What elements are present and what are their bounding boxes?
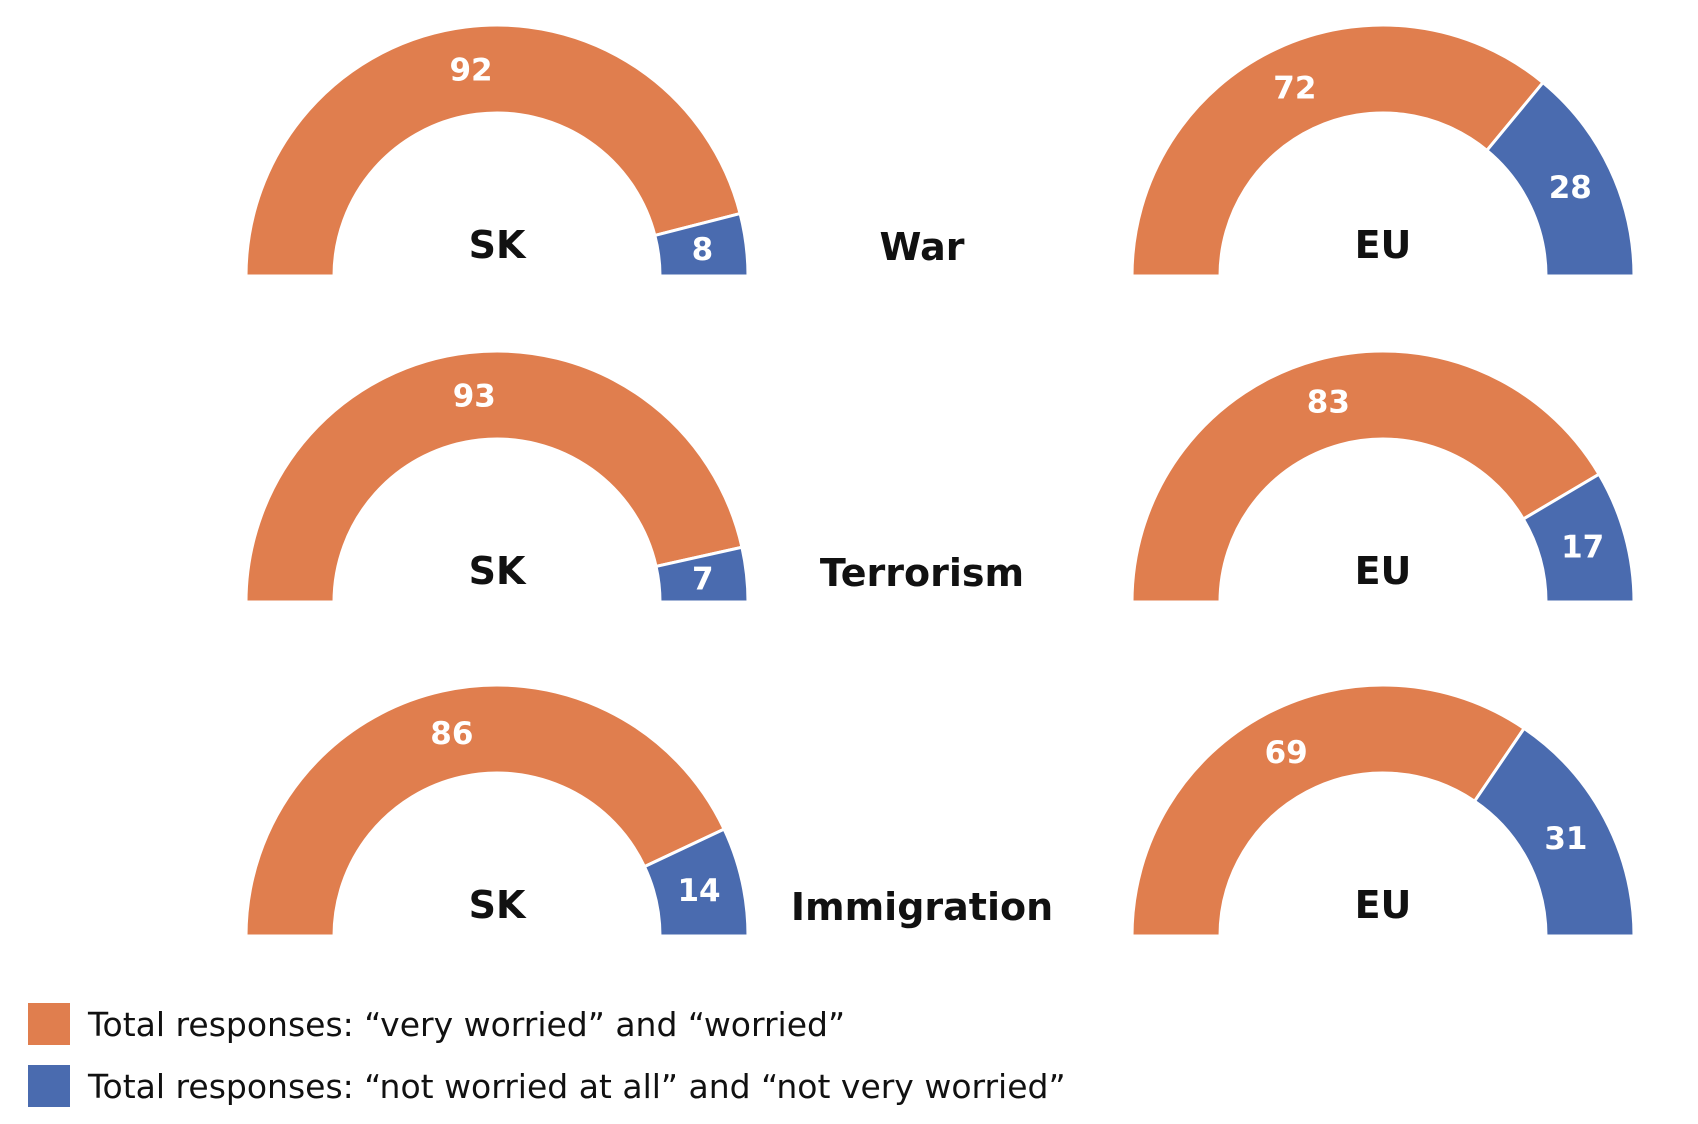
topic-label-immigration: Immigration — [791, 885, 1053, 929]
legend: Total responses: “very worried” and “wor… — [28, 1000, 1066, 1124]
slice-immigration-sk-not-worried — [642, 827, 750, 938]
slice-war-sk-worried — [244, 23, 742, 278]
slice-immigration-eu-not-worried — [1472, 726, 1636, 938]
slice-war-eu-not-worried — [1484, 80, 1636, 278]
donut-terrorism-eu: 83 17 EU — [1130, 349, 1636, 604]
region-label-terrorism-eu: EU — [1355, 549, 1412, 593]
region-label-immigration-eu: EU — [1355, 883, 1412, 927]
data-label-war-sk-not-worried: 8 — [692, 232, 714, 268]
data-label-terrorism-sk-not-worried: 7 — [692, 561, 714, 597]
slice-war-eu-worried — [1130, 23, 1546, 278]
data-label-terrorism-sk-worried: 93 — [453, 378, 496, 414]
data-label-immigration-eu-worried: 69 — [1265, 735, 1308, 771]
data-label-terrorism-eu-worried: 83 — [1307, 384, 1350, 420]
legend-swatch-worried — [28, 1003, 70, 1045]
data-label-immigration-eu-not-worried: 31 — [1544, 821, 1587, 857]
data-label-war-sk-worried: 92 — [449, 53, 492, 89]
data-label-immigration-sk-worried: 86 — [430, 716, 473, 752]
region-label-war-eu: EU — [1355, 223, 1412, 267]
region-label-immigration-sk: SK — [469, 883, 527, 927]
legend-item-worried: Total responses: “very worried” and “wor… — [28, 1000, 1066, 1048]
legend-swatch-not-worried — [28, 1065, 70, 1107]
donut-terrorism-sk: 93 7 SK — [244, 349, 750, 604]
data-label-immigration-sk-not-worried: 14 — [677, 873, 720, 909]
data-label-war-eu-worried: 72 — [1273, 71, 1316, 107]
topic-label-terrorism: Terrorism — [820, 551, 1024, 595]
slice-immigration-eu-worried — [1130, 683, 1527, 938]
slice-terrorism-eu-not-worried — [1521, 472, 1636, 604]
legend-label-not-worried: Total responses: “not worried at all” an… — [88, 1066, 1066, 1106]
legend-item-not-worried: Total responses: “not worried at all” an… — [28, 1062, 1066, 1110]
slice-terrorism-sk-not-worried — [654, 545, 750, 604]
data-label-terrorism-eu-not-worried: 17 — [1561, 529, 1604, 565]
region-label-war-sk: SK — [469, 223, 527, 267]
slice-terrorism-eu-worried — [1130, 349, 1602, 604]
donut-immigration-sk: 86 14 SK — [244, 683, 750, 938]
topic-label-war: War — [880, 225, 965, 269]
slice-immigration-sk-worried — [244, 683, 727, 938]
region-label-terrorism-sk: SK — [469, 549, 527, 593]
slice-terrorism-sk-worried — [244, 349, 744, 604]
slice-war-sk-not-worried — [653, 211, 750, 278]
data-label-war-eu-not-worried: 28 — [1549, 170, 1592, 206]
donut-immigration-eu: 69 31 EU — [1130, 683, 1636, 938]
donut-war-eu: 72 28 EU — [1130, 23, 1636, 278]
donut-war-sk: 92 8 SK — [244, 23, 750, 278]
legend-label-worried: Total responses: “very worried” and “wor… — [88, 1004, 846, 1044]
